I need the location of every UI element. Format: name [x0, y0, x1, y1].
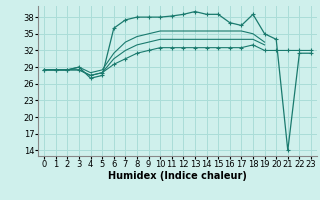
X-axis label: Humidex (Indice chaleur): Humidex (Indice chaleur): [108, 171, 247, 181]
